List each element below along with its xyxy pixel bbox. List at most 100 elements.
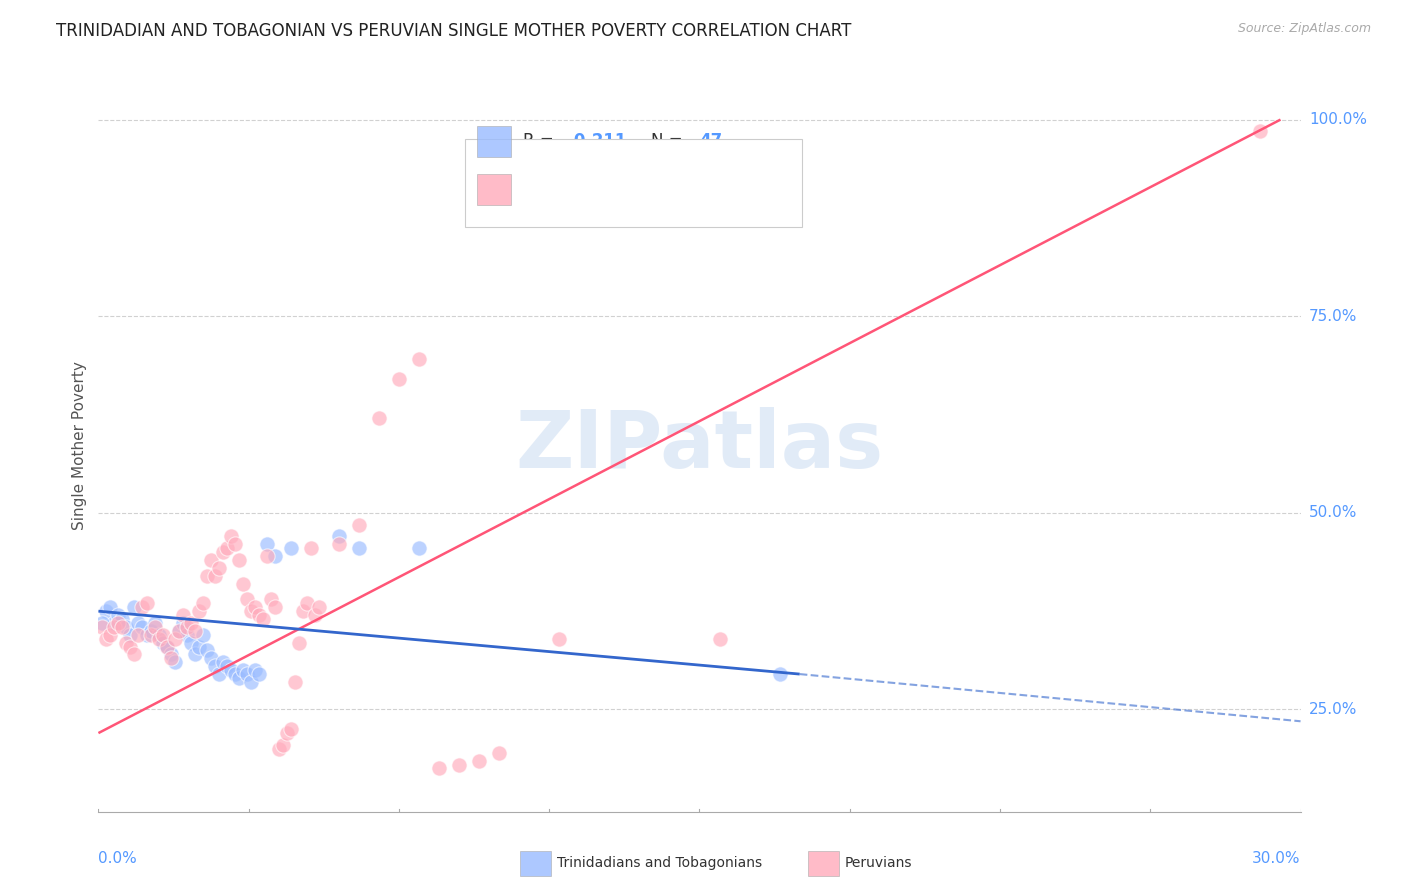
Point [211,545,233,559]
Point [228,553,250,567]
Point [176,628,198,642]
Point [247,667,270,681]
Point [139,628,162,642]
Point [120,640,142,654]
Point [172,615,194,630]
Point [159,648,181,662]
Point [308,600,330,615]
Point [148,632,170,646]
Point [280,541,302,556]
Point [304,608,326,623]
Text: TRINIDADIAN AND TOBAGONIAN VS PERUVIAN SINGLE MOTHER POVERTY CORRELATION CHART: TRINIDADIAN AND TOBAGONIAN VS PERUVIAN S… [56,22,852,40]
Point [235,667,257,681]
Point [239,675,262,690]
Point [176,620,198,634]
Point [96,632,118,646]
Point [91,615,114,630]
Point [215,541,238,556]
Point [195,568,218,582]
Point [107,608,129,623]
Point [163,655,186,669]
Text: 75.0%: 75.0% [1309,309,1357,324]
Point [291,604,314,618]
Point [295,596,318,610]
Point [1330,821,1353,835]
Point [548,632,571,646]
Point [128,628,150,642]
Text: 67: 67 [699,181,723,199]
Point [183,648,205,662]
Point [224,537,246,551]
FancyBboxPatch shape [477,127,510,157]
Point [252,612,274,626]
Point [111,612,134,626]
Point [280,722,302,736]
Point [256,537,278,551]
Point [276,726,298,740]
Point [139,624,162,638]
Point [211,655,233,669]
Text: ZIPatlas: ZIPatlas [516,407,883,485]
Text: Source: ZipAtlas.com: Source: ZipAtlas.com [1237,22,1371,36]
Point [195,643,218,657]
Point [328,537,350,551]
Point [120,628,142,642]
Point [167,624,190,638]
Point [488,746,510,760]
Point [208,667,231,681]
Point [243,600,266,615]
Point [107,615,129,630]
Point [124,600,146,615]
Text: 0.608: 0.608 [567,181,620,199]
Point [100,600,122,615]
Point [96,604,118,618]
Point [172,608,194,623]
Point [408,541,430,556]
Point [267,741,290,756]
Text: N =: N = [651,181,689,199]
Point [180,635,202,649]
Text: 100.0%: 100.0% [1309,112,1367,127]
Point [115,620,138,634]
Point [768,667,790,681]
Text: 50.0%: 50.0% [1309,506,1357,520]
Point [200,553,222,567]
Text: R =: R = [523,181,558,199]
Text: 30.0%: 30.0% [1253,851,1301,865]
Text: R =: R = [523,132,558,150]
Point [232,663,254,677]
Point [235,592,257,607]
Point [256,549,278,563]
Point [143,615,166,630]
Text: N =: N = [651,132,689,150]
Point [215,659,238,673]
Point [124,648,146,662]
Point [247,608,270,623]
Y-axis label: Single Mother Poverty: Single Mother Poverty [72,361,87,531]
Point [187,604,209,618]
Point [239,604,262,618]
Point [263,549,285,563]
Point [128,615,150,630]
Point [219,663,242,677]
Point [260,592,283,607]
Point [288,635,311,649]
Text: Peruvians: Peruvians [845,856,912,871]
Point [183,624,205,638]
Point [191,628,214,642]
Point [159,651,181,665]
Text: Trinidadians and Tobagonians: Trinidadians and Tobagonians [557,856,762,871]
Point [131,620,153,634]
Point [208,561,231,575]
Point [204,659,226,673]
Point [103,620,125,634]
FancyBboxPatch shape [465,139,801,227]
Point [368,411,391,425]
Point [347,541,370,556]
Point [155,640,177,654]
Point [91,620,114,634]
Point [284,675,307,690]
Point [143,620,166,634]
Point [191,596,214,610]
Point [115,635,138,649]
